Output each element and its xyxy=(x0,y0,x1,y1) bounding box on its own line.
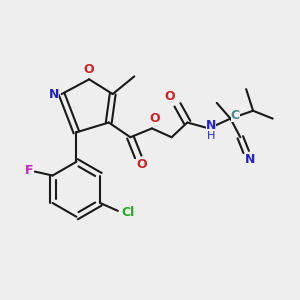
Text: N: N xyxy=(245,153,255,166)
Text: H: H xyxy=(207,131,215,141)
Text: Cl: Cl xyxy=(121,206,134,219)
Text: N: N xyxy=(49,88,59,100)
Text: F: F xyxy=(25,164,33,177)
Text: O: O xyxy=(84,63,94,76)
Text: C: C xyxy=(231,109,240,122)
Text: O: O xyxy=(137,158,148,171)
Text: O: O xyxy=(150,112,160,125)
Text: O: O xyxy=(164,91,175,103)
Text: N: N xyxy=(206,119,216,132)
